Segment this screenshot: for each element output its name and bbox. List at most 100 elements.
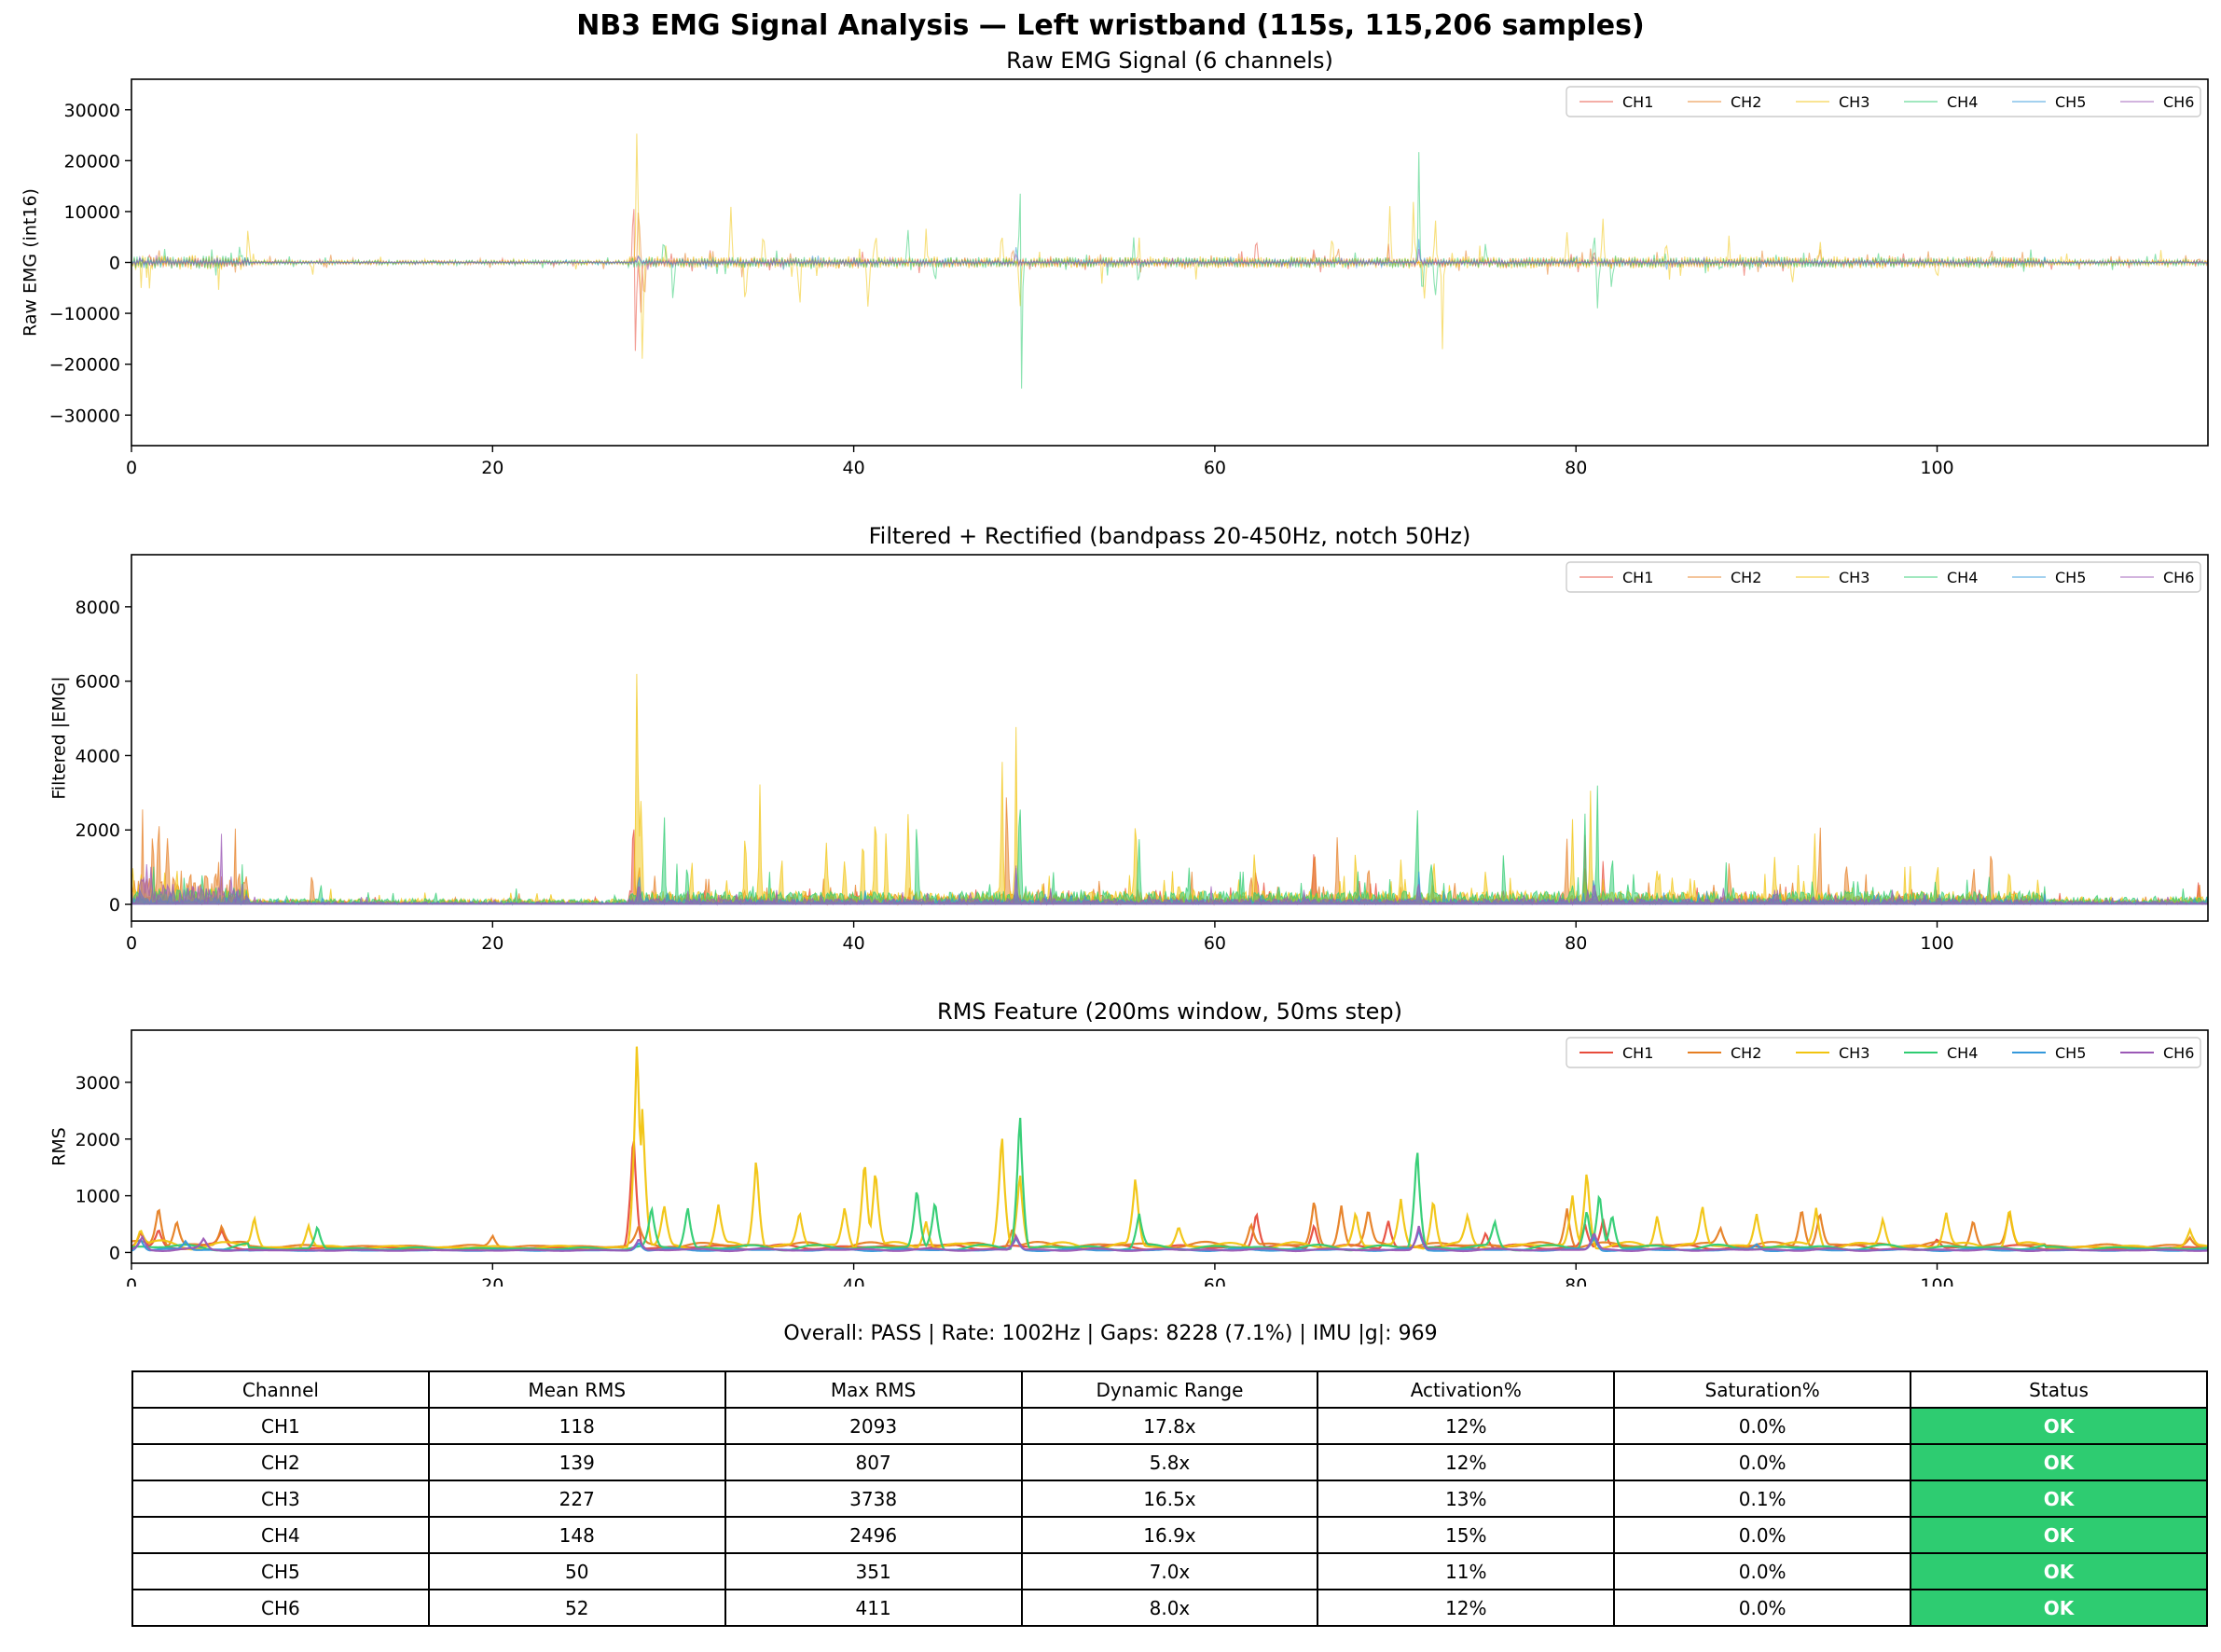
x-tick-label: 20: [481, 458, 504, 478]
legend-entry: CH6: [2163, 569, 2194, 586]
subplot-title: RMS Feature (200ms window, 50ms step): [937, 998, 1402, 1025]
status-badge: OK: [1910, 1516, 2208, 1554]
y-tick-label: 20000: [64, 151, 120, 172]
table-cell: 0.0%: [1613, 1589, 1912, 1627]
y-axis-label: RMS: [49, 1127, 70, 1166]
status-badge: OK: [1910, 1480, 2208, 1518]
legend: CH1 CH2 CH3 CH4 CH5 CH6: [1566, 1037, 2201, 1068]
table-header-cell: Mean RMS: [427, 1370, 726, 1409]
status-badge: OK: [1910, 1443, 2208, 1481]
table-row: CH6 52 411 8.0x 12% 0.0% OK: [131, 1589, 2208, 1627]
table-cell: 2496: [724, 1516, 1023, 1554]
table-cell: 411: [724, 1589, 1023, 1627]
y-tick-label: −10000: [49, 304, 120, 324]
y-tick-label: −20000: [49, 355, 120, 376]
x-tick-label: 40: [843, 1275, 865, 1287]
table-cell: 13%: [1317, 1480, 1616, 1518]
series-ch6: [131, 249, 2208, 270]
series-ch2: [131, 1202, 2208, 1249]
table-header-cell: Dynamic Range: [1020, 1370, 1319, 1409]
series-ch3: [131, 1046, 2208, 1251]
x-tick-label: 80: [1565, 458, 1587, 478]
table-cell: 15%: [1317, 1516, 1616, 1554]
y-tick-label: 0: [109, 895, 120, 915]
table-row: CH3 227 3738 16.5x 13% 0.1% OK: [131, 1480, 2208, 1518]
legend-entry: CH5: [2055, 1044, 2086, 1062]
table-cell: 148: [427, 1516, 726, 1554]
x-tick-label: 80: [1565, 1275, 1587, 1287]
table-cell: 351: [724, 1552, 1023, 1590]
series-ch4: [131, 152, 2208, 389]
table-cell: CH3: [131, 1480, 430, 1518]
legend-box: [1566, 1037, 2201, 1068]
table-cell: CH6: [131, 1589, 430, 1627]
table-cell: 16.5x: [1020, 1480, 1319, 1518]
table-cell: 50: [427, 1552, 726, 1590]
legend-entry: CH3: [1839, 569, 1869, 586]
table-cell: 0.1%: [1613, 1480, 1912, 1518]
series-ch1: [131, 1141, 2208, 1251]
filtered-emg-chart: Filtered + Rectified (bandpass 20-450Hz,…: [49, 523, 2209, 954]
legend-entry: CH3: [1839, 1044, 1869, 1062]
y-tick-label: 30000: [64, 101, 120, 121]
table-cell: 0.0%: [1613, 1552, 1912, 1590]
plot-area: [131, 1046, 2208, 1253]
table-cell: 16.9x: [1020, 1516, 1319, 1554]
table-header-cell: Max RMS: [724, 1370, 1023, 1409]
table-cell: 118: [427, 1407, 726, 1445]
summary-line: Overall: PASS | Rate: 1002Hz | Gaps: 822…: [783, 1322, 1438, 1345]
status-badge: OK: [1910, 1407, 2208, 1445]
x-tick-label: 0: [126, 1275, 137, 1287]
series-ch3: [131, 673, 2208, 906]
table-cell: 5.8x: [1020, 1443, 1319, 1481]
x-tick-label: 100: [1920, 933, 1953, 954]
legend-entry: CH2: [1731, 93, 1761, 111]
table-cell: 7.0x: [1020, 1552, 1319, 1590]
table-cell: 2093: [724, 1407, 1023, 1445]
axes-frame: [131, 554, 2209, 922]
x-tick-label: 20: [481, 1275, 504, 1287]
legend-entry: CH1: [1622, 93, 1653, 111]
y-tick-label: 8000: [76, 598, 120, 618]
legend-entry: CH1: [1622, 569, 1653, 586]
legend-entry: CH5: [2055, 93, 2086, 111]
x-tick-label: 20: [481, 933, 504, 954]
legend-entry: CH2: [1731, 569, 1761, 586]
table-row: CH2 139 807 5.8x 12% 0.0% OK: [131, 1443, 2208, 1481]
y-tick-label: 10000: [64, 202, 120, 223]
table-cell: 3738: [724, 1480, 1023, 1518]
table-header-cell: Saturation%: [1613, 1370, 1912, 1409]
subplot-title: Raw EMG Signal (6 channels): [1006, 48, 1333, 74]
table-header-cell: Activation%: [1317, 1370, 1616, 1409]
legend-entry: CH4: [1947, 1044, 1978, 1062]
legend-entry: CH6: [2163, 1044, 2194, 1062]
y-tick-label: −30000: [49, 406, 120, 426]
table-row: CH4 148 2496 16.9x 15% 0.0% OK: [131, 1516, 2208, 1554]
series-ch3: [131, 133, 2208, 359]
status-badge: OK: [1910, 1589, 2208, 1627]
legend: CH1 CH2 CH3 CH4 CH5 CH6: [1566, 561, 2201, 593]
x-tick-label: 60: [1204, 458, 1226, 478]
series-ch4: [131, 1118, 2208, 1252]
table-cell: 807: [724, 1443, 1023, 1481]
axes-frame: [131, 1029, 2209, 1264]
channel-stats-table: Channel Mean RMS Max RMS Dynamic Range Activ…: [131, 1370, 2208, 1627]
table-cell: 8.0x: [1020, 1589, 1319, 1627]
series-ch6: [131, 1225, 2208, 1253]
series-ch6: [131, 833, 2208, 906]
table-cell: 227: [427, 1480, 726, 1518]
raw-emg-chart: Raw EMG Signal (6 channels) Raw EMG (int1…: [21, 48, 2209, 478]
legend-box: [1566, 86, 2201, 117]
x-tick-label: 80: [1565, 933, 1587, 954]
legend-entry: CH2: [1731, 1044, 1761, 1062]
series-ch2: [131, 213, 2208, 293]
y-tick-label: 6000: [76, 672, 120, 693]
status-badge: OK: [1910, 1552, 2208, 1590]
table-cell: 12%: [1317, 1443, 1616, 1481]
plot-area: [131, 133, 2208, 389]
x-tick-label: 40: [843, 933, 865, 954]
rms-feature-chart: RMS Feature (200ms window, 50ms step) RMS…: [49, 998, 2209, 1287]
legend: CH1 CH2 CH3 CH4 CH5 CH6: [1566, 86, 2201, 117]
x-tick-label: 60: [1204, 933, 1226, 954]
legend-entry: CH4: [1947, 569, 1978, 586]
